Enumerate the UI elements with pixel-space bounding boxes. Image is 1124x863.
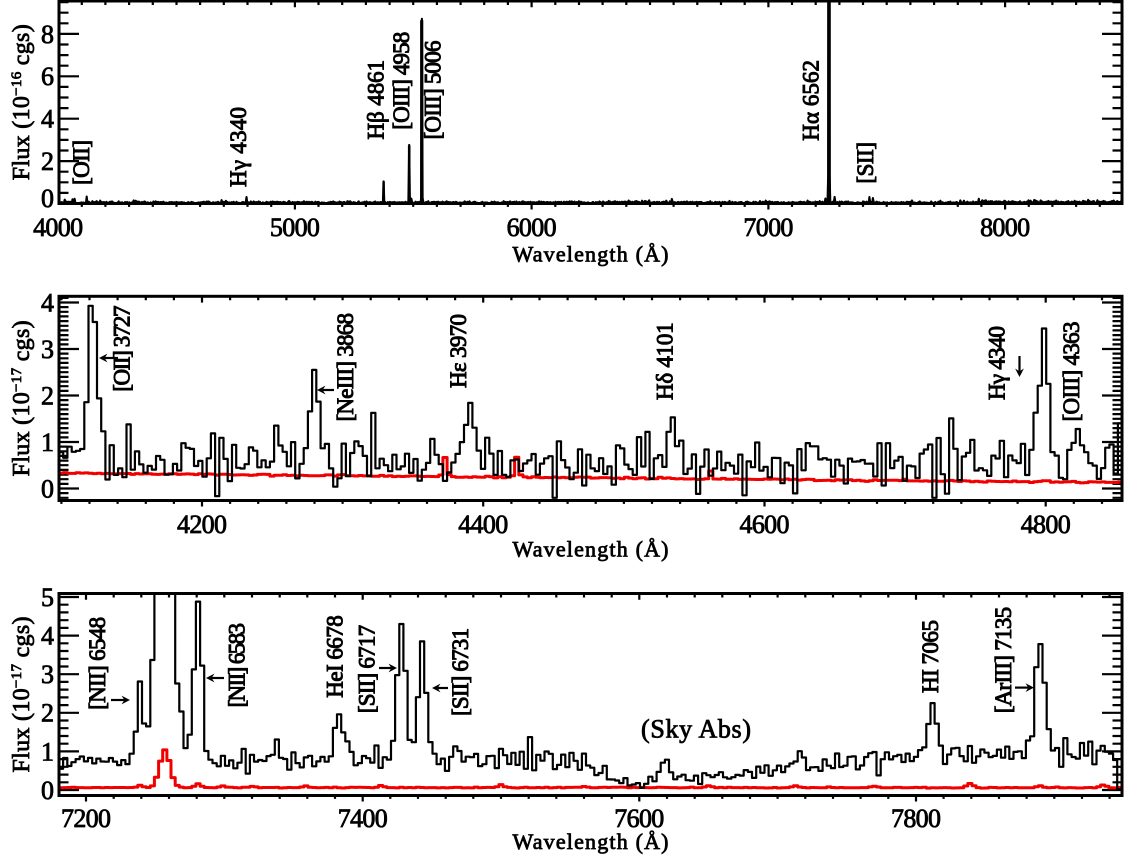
svg-text:HeI 6678: HeI 6678 (323, 615, 348, 697)
svg-text:Flux (10−16 cgs): Flux (10−16 cgs) (9, 24, 35, 180)
svg-text:7200: 7200 (61, 804, 111, 833)
svg-text:4600: 4600 (740, 510, 790, 539)
svg-text:5000: 5000 (270, 213, 320, 242)
svg-text:4: 4 (41, 288, 54, 317)
svg-text:6000: 6000 (507, 213, 557, 242)
svg-text:7600: 7600 (614, 804, 664, 833)
svg-text:[OIII] 4958: [OIII] 4958 (389, 32, 414, 130)
svg-text:8: 8 (41, 20, 54, 49)
svg-text:3: 3 (41, 660, 54, 689)
svg-text:Wavelength (Å): Wavelength (Å) (513, 242, 669, 267)
svg-text:Hβ 4861: Hβ 4861 (364, 60, 389, 140)
svg-text:0: 0 (41, 184, 54, 213)
svg-text:4400: 4400 (458, 510, 508, 539)
svg-text:5: 5 (41, 583, 54, 612)
svg-text:[NeIII] 3868: [NeIII] 3868 (333, 313, 358, 422)
svg-text:4200: 4200 (177, 510, 227, 539)
svg-text:7000: 7000 (743, 213, 793, 242)
svg-text:Hε 3970: Hε 3970 (446, 314, 471, 388)
svg-text:[SII]: [SII] (853, 142, 878, 184)
svg-text:[OIII] 5006: [OIII] 5006 (421, 41, 446, 140)
svg-text:[OII] 3727: [OII] 3727 (109, 306, 134, 392)
svg-text:[ArIII] 7135: [ArIII] 7135 (991, 607, 1016, 713)
svg-text:7800: 7800 (891, 804, 941, 833)
svg-text:4000: 4000 (33, 213, 83, 242)
svg-text:2: 2 (41, 147, 54, 176)
svg-text:Wavelength (Å): Wavelength (Å) (513, 829, 669, 854)
svg-text:[SII] 6731: [SII] 6731 (448, 628, 473, 716)
svg-text:3: 3 (41, 335, 54, 364)
svg-text:HI 7065: HI 7065 (918, 620, 943, 693)
svg-text:4800: 4800 (1021, 510, 1071, 539)
svg-text:4: 4 (41, 622, 54, 651)
svg-text:1: 1 (41, 428, 54, 457)
svg-text:8000: 8000 (980, 213, 1030, 242)
svg-text:0: 0 (41, 474, 54, 503)
svg-text:Flux (10−17 cgs): Flux (10−17 cgs) (9, 320, 35, 476)
svg-text:0: 0 (41, 776, 54, 805)
svg-text:4: 4 (41, 105, 54, 134)
svg-text:7400: 7400 (338, 804, 388, 833)
svg-text:6: 6 (41, 62, 54, 91)
svg-text:Hδ 4101: Hδ 4101 (653, 322, 678, 400)
svg-text:(Sky Abs): (Sky Abs) (641, 715, 751, 744)
svg-text:1: 1 (41, 737, 54, 766)
svg-text:[SII] 6717: [SII] 6717 (355, 625, 380, 713)
svg-text:Hγ 4340: Hγ 4340 (226, 107, 251, 187)
svg-text:2: 2 (41, 381, 54, 410)
svg-text:Flux (10−17 cgs): Flux (10−17 cgs) (9, 617, 35, 773)
svg-text:[OII]: [OII] (69, 140, 94, 185)
svg-text:Hα 6562: Hα 6562 (799, 60, 824, 141)
svg-text:[NII] 6583: [NII] 6583 (225, 623, 250, 708)
svg-text:[NII] 6548: [NII] 6548 (85, 617, 110, 710)
svg-text:Wavelength (Å): Wavelength (Å) (513, 537, 669, 562)
svg-text:Hγ 4340: Hγ 4340 (985, 326, 1010, 400)
svg-text:[OIII] 4363: [OIII] 4363 (1059, 322, 1084, 422)
svg-text:2: 2 (41, 699, 54, 728)
